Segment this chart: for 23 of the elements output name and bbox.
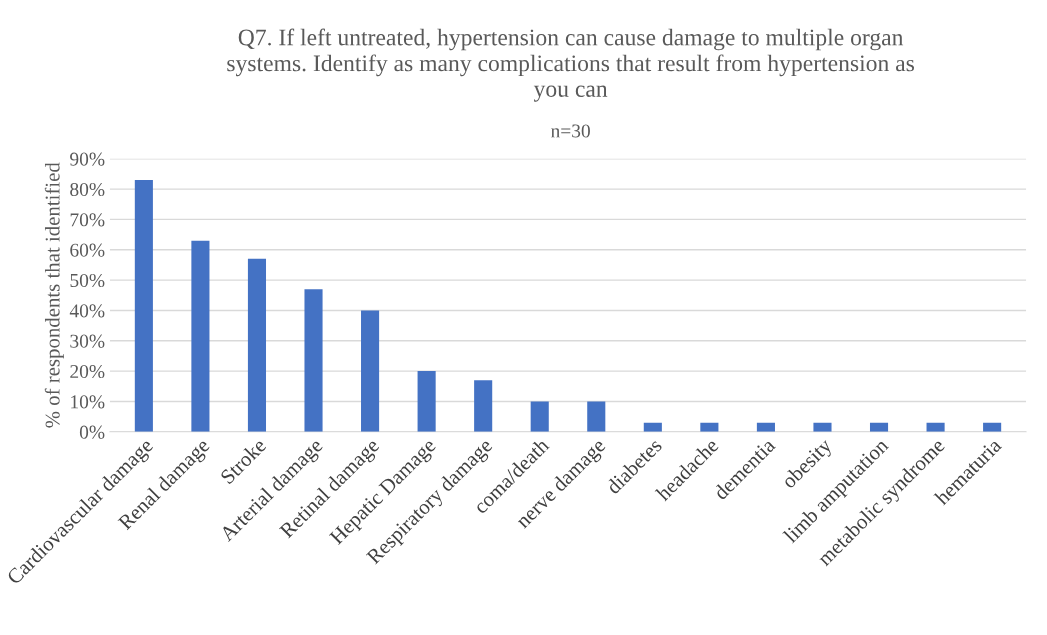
bar bbox=[474, 380, 493, 432]
bar bbox=[304, 289, 323, 432]
y-tick-label: 60% bbox=[70, 243, 105, 257]
bar bbox=[417, 371, 436, 432]
y-axis-title: % of respondents that identified bbox=[44, 162, 64, 428]
bar bbox=[813, 422, 832, 432]
y-tick-label: 90% bbox=[70, 152, 105, 166]
bar bbox=[134, 179, 153, 432]
bar bbox=[191, 240, 210, 432]
y-tick-label: 40% bbox=[69, 304, 105, 318]
y-tick-label: 10% bbox=[71, 395, 105, 409]
y-tick-label: 30% bbox=[70, 334, 105, 348]
bar bbox=[587, 401, 606, 432]
y-tick-label: 0% bbox=[79, 425, 105, 439]
chart-subtitle: n=30 bbox=[551, 124, 590, 138]
y-tick-label: 50% bbox=[70, 273, 105, 288]
y-tick-label: 70% bbox=[70, 213, 105, 227]
bar bbox=[247, 258, 267, 432]
bar bbox=[361, 310, 380, 432]
bar bbox=[530, 401, 549, 432]
y-tick-label: 80% bbox=[70, 182, 105, 197]
y-tick-label: 20% bbox=[70, 364, 105, 379]
chart-title: Q7. If left untreated, hypertension can cause damage to multiple organ systems. Identify as many complications that result from hypertension as you can bbox=[227, 28, 915, 102]
